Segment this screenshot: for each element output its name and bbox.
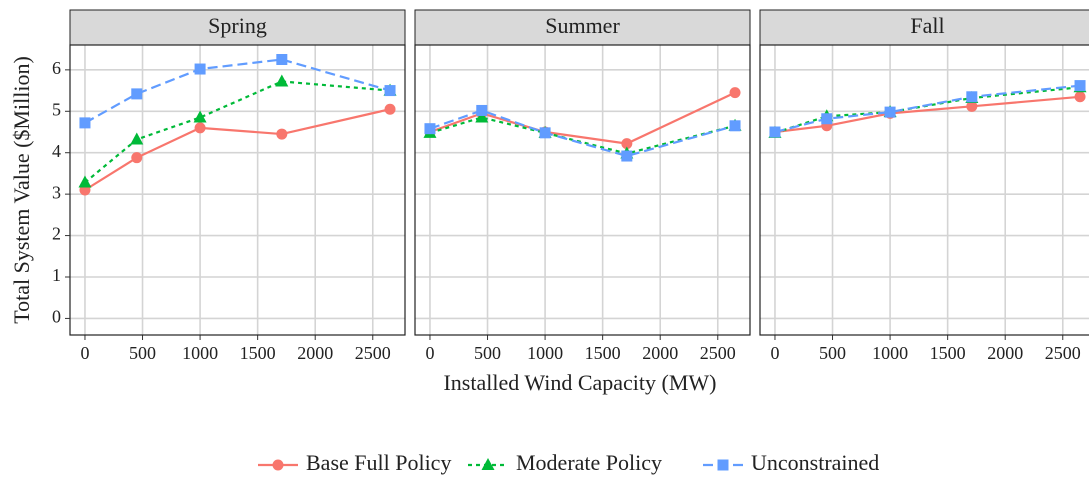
x-tick-label: 1000 <box>182 343 218 363</box>
facet-title: Spring <box>208 13 267 38</box>
marker <box>966 91 978 103</box>
marker <box>78 175 92 188</box>
marker <box>539 127 551 139</box>
marker <box>193 110 207 123</box>
marker <box>729 87 741 99</box>
legend: Base Full Policy Moderate Policy Unconstra… <box>258 450 879 475</box>
marker <box>131 152 143 164</box>
panel-bg <box>70 45 405 335</box>
y-tick-label: 1 <box>52 265 61 285</box>
x-tick-label: 500 <box>129 343 156 363</box>
facet-title: Summer <box>545 13 620 38</box>
facet-title: Fall <box>910 13 944 38</box>
marker <box>1074 80 1086 92</box>
y-tick-label: 4 <box>52 141 61 161</box>
marker <box>194 63 206 75</box>
x-tick-label: 2500 <box>1045 343 1081 363</box>
marker <box>884 106 896 118</box>
line <box>774 84 1081 134</box>
y-tick-label: 6 <box>52 58 61 78</box>
strip <box>69 9 406 46</box>
marker <box>130 132 144 145</box>
panel-border <box>414 44 751 336</box>
marker <box>1074 91 1086 103</box>
marker <box>276 54 288 65</box>
legend-marker <box>717 459 729 471</box>
line <box>84 80 391 184</box>
x-tick-label: 2500 <box>355 343 391 363</box>
legend-marker <box>272 459 284 471</box>
x-tick-label: 0 <box>425 343 434 363</box>
y-tick-label: 3 <box>52 182 61 202</box>
x-tick-label: 2000 <box>642 343 678 363</box>
marker <box>476 104 488 116</box>
x-tick-label: 500 <box>474 343 501 363</box>
marker <box>621 150 633 162</box>
marker <box>966 100 978 112</box>
panel-bg <box>415 45 750 335</box>
marker <box>384 103 396 115</box>
marker <box>131 88 143 100</box>
marker <box>424 123 436 135</box>
marker <box>384 85 396 97</box>
line <box>429 116 736 155</box>
x-tick-label: 1500 <box>240 343 276 363</box>
legend-label: Moderate Policy <box>516 450 662 475</box>
y-axis-label: Total System Value ($Million) <box>9 56 34 324</box>
x-tick-label: 1000 <box>527 343 563 363</box>
legend-label: Unconstrained <box>751 450 879 475</box>
marker <box>621 138 633 150</box>
y-tick-label: 5 <box>52 99 61 119</box>
panel-bg <box>760 45 1089 335</box>
x-tick-label: 2500 <box>700 343 736 363</box>
marker <box>769 126 781 138</box>
marker <box>475 110 489 123</box>
x-tick-label: 1500 <box>585 343 621 363</box>
panel-border <box>69 44 406 336</box>
y-tick-label: 2 <box>52 224 61 244</box>
marker <box>821 113 833 125</box>
x-tick-label: 1500 <box>930 343 966 363</box>
marker <box>276 128 288 140</box>
x-tick-label: 500 <box>819 343 846 363</box>
marker <box>729 120 741 132</box>
marker <box>79 117 91 129</box>
x-tick-label: 1000 <box>872 343 908 363</box>
panel-border <box>759 44 1089 336</box>
x-tick-label: 2000 <box>297 343 333 363</box>
y-tick-label: 0 <box>52 307 61 327</box>
x-tick-label: 0 <box>80 343 89 363</box>
marker <box>275 74 289 87</box>
legend-marker <box>481 458 495 470</box>
x-axis-label: Installed Wind Capacity (MW) <box>443 370 716 395</box>
legend-label: Base Full Policy <box>306 450 451 475</box>
marker <box>194 122 206 134</box>
strip <box>759 9 1089 46</box>
x-tick-label: 0 <box>770 343 779 363</box>
x-tick-label: 2000 <box>987 343 1023 363</box>
